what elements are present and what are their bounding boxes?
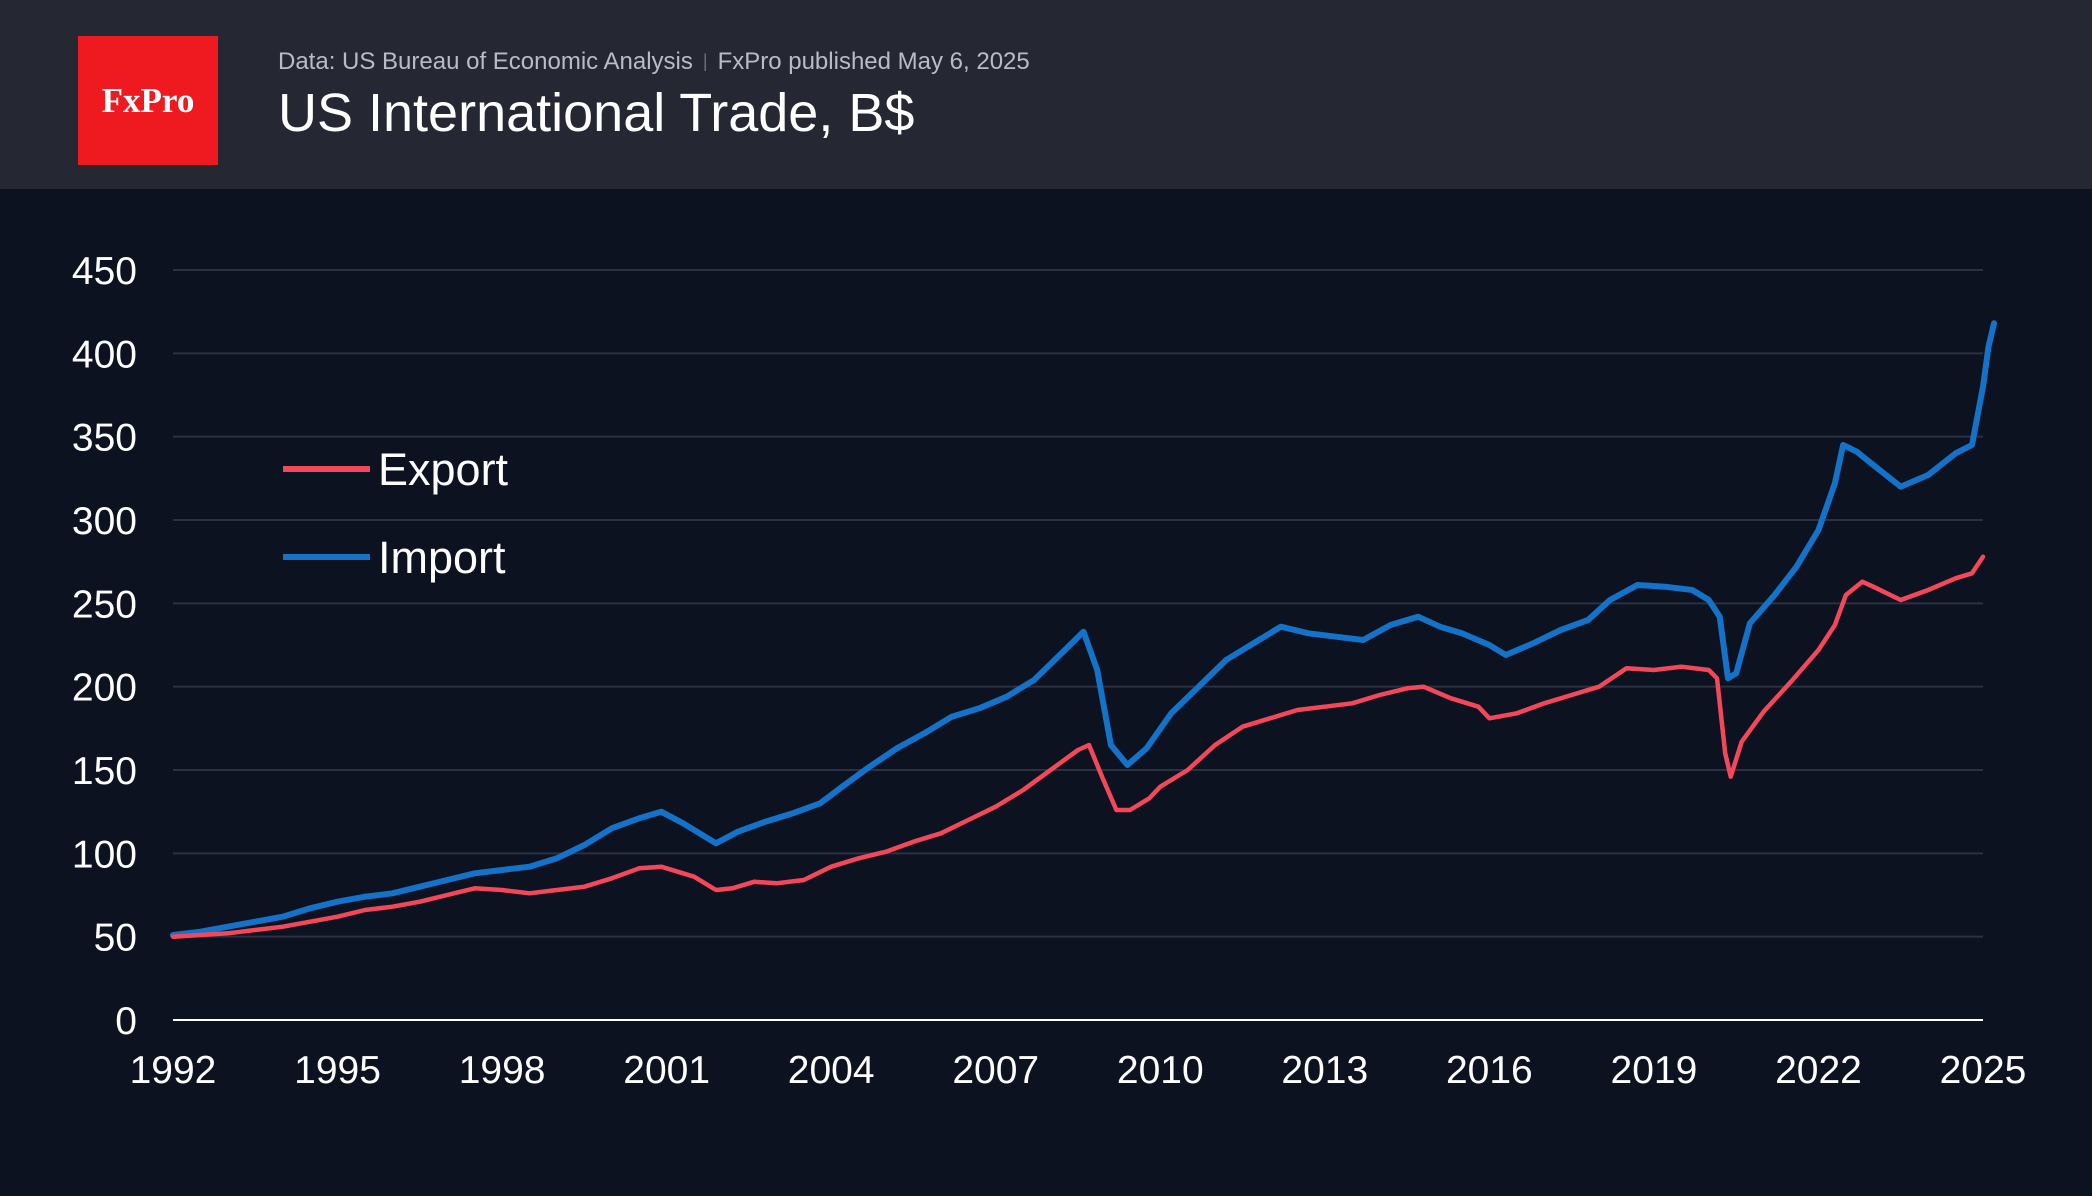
y-tick-label-200: 200: [72, 667, 137, 710]
x-tick-label-1995: 1995: [294, 1049, 381, 1092]
y-tick-label-400: 400: [72, 333, 137, 376]
series-lines: [170, 320, 1997, 939]
source-line: Data: US Bureau of Economic Analysis | FxP…: [278, 48, 1030, 76]
y-tick-label-300: 300: [72, 500, 137, 543]
x-tick-label-2007: 2007: [952, 1049, 1039, 1092]
header-bar: FxPro Data: US Bureau of Economic Analys…: [0, 0, 2092, 189]
x-tick-label-1992: 1992: [130, 1049, 217, 1092]
gridlines: [173, 269, 1983, 938]
x-tick-label-2016: 2016: [1446, 1049, 1533, 1092]
y-tick-label-100: 100: [72, 833, 137, 876]
data-source: Data: US Bureau of Economic Analysis: [278, 48, 693, 75]
x-tick-label-2004: 2004: [788, 1049, 875, 1092]
x-tick-label-2025: 2025: [1940, 1049, 2027, 1092]
y-tick-label-350: 350: [72, 417, 137, 460]
y-axis-labels: 0 50 100 150 200 250 300 350 400 450: [72, 250, 137, 1043]
x-tick-label-2022: 2022: [1775, 1049, 1862, 1092]
y-tick-label-150: 150: [72, 750, 137, 793]
x-tick-label-2013: 2013: [1281, 1049, 1368, 1092]
published-date: FxPro published May 6, 2025: [717, 48, 1030, 75]
x-tick-label-2019: 2019: [1611, 1049, 1698, 1092]
legend-label-export: Export: [378, 444, 509, 495]
logo-text: FxPro: [101, 80, 195, 120]
series-line-export: [170, 554, 1986, 939]
separator: |: [702, 51, 708, 71]
series-line-import: [170, 320, 1997, 938]
x-tick-label-2010: 2010: [1117, 1049, 1204, 1092]
fxpro-logo: FxPro: [78, 36, 218, 165]
x-tick-label-2001: 2001: [623, 1049, 710, 1092]
y-tick-label-450: 450: [72, 250, 137, 293]
legend: Export Import: [283, 444, 509, 583]
y-tick-label-0: 0: [115, 1000, 137, 1043]
y-tick-label-50: 50: [94, 917, 137, 960]
x-tick-label-1998: 1998: [459, 1049, 546, 1092]
legend-label-import: Import: [378, 532, 506, 583]
x-axis-labels: 1992 1995 1998 2001 2004 2007 2010 2013 2016 2019…: [130, 1049, 2027, 1092]
chart-title: US International Trade, B$: [278, 83, 915, 143]
y-tick-label-250: 250: [72, 583, 137, 626]
